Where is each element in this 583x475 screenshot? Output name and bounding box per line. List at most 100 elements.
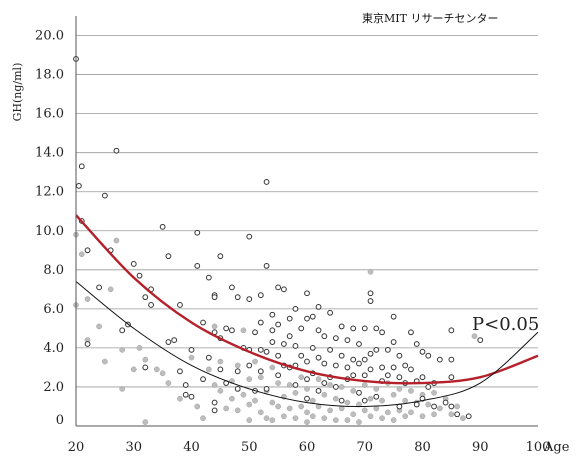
data-point-open [165,253,172,260]
source-label: 東京MIT リサーチセンター [362,11,498,25]
data-point-filled [246,417,253,423]
y-tick-label: 2.0 [43,380,64,395]
x-tick-label: 30 [125,440,142,455]
data-point-open [304,395,310,402]
data-point-filled [240,327,247,334]
data-point-open [390,313,397,320]
data-point-open [205,274,212,281]
data-point-filled [350,388,357,394]
data-point-open [136,272,143,279]
data-point-open [75,182,82,189]
data-point-open [275,321,282,328]
data-point-filled [229,395,235,402]
x-tick-label: 50 [241,440,258,455]
data-point-filled [321,415,328,422]
data-point-open [361,372,368,379]
data-point-open [286,333,293,340]
data-point-open [281,341,287,347]
data-point-filled [257,409,264,416]
trend-line-red [75,214,539,385]
data-point-open [263,179,270,185]
data-point-filled [367,395,374,402]
data-point-filled [379,415,385,422]
data-point-open [367,298,374,304]
data-point-open [356,389,362,396]
data-point-open [281,286,287,293]
data-point-filled [304,419,310,425]
data-point-open [477,337,484,343]
data-point-filled [408,388,414,394]
data-point-filled [402,413,409,420]
data-point-open [309,345,316,351]
data-point-open [159,223,166,230]
data-point-filled [286,405,293,412]
data-point-open [257,319,264,326]
data-point-open [332,362,339,369]
data-point-filled [234,407,241,414]
data-point-filled [217,358,224,365]
y-tick-label: 6.0 [43,302,64,317]
data-point-filled [454,403,460,410]
data-point-open [361,356,368,363]
data-point-filled [113,237,120,244]
data-point-open [182,382,189,388]
x-tick-label: 90 [472,440,489,455]
open-points [73,56,484,420]
y-tick-label: 8.0 [43,263,64,278]
data-point-filled [425,401,432,408]
data-point-filled [246,376,253,382]
data-point-open [188,346,195,353]
data-point-filled [361,407,368,414]
data-point-open [327,309,334,316]
data-point-open [390,339,397,345]
data-point-filled [373,386,380,392]
data-point-open [177,302,183,308]
x-axis-label: Age [543,440,570,455]
data-point-filled [211,382,218,388]
data-point-open [448,403,455,410]
data-point-open [275,352,282,359]
data-point-filled [385,409,391,416]
data-point-filled [240,391,247,398]
y-tick-label: 10.0 [35,224,64,239]
data-point-filled [275,380,281,386]
data-point-filled [84,296,91,302]
data-point-filled [327,382,333,388]
data-point-open [165,339,172,345]
data-point-filled [188,354,195,361]
data-point-open [217,366,224,373]
data-point-filled [142,356,149,363]
data-point-open [436,356,443,363]
data-point-filled [159,370,166,377]
data-point-open [408,329,414,336]
data-point-open [344,364,351,371]
data-point-open [419,374,426,381]
data-point-open [182,391,189,398]
x-tick-label: 80 [414,440,431,455]
data-point-open [269,339,276,345]
data-point-open [78,163,85,170]
data-point-filled [96,323,102,330]
y-tick-label: 16.0 [35,107,64,122]
data-point-open [332,384,339,390]
data-point-open [361,325,368,332]
data-point-open [246,296,253,302]
data-point-filled [298,403,305,410]
data-point-filled [78,251,85,258]
data-point-open [257,368,264,375]
data-point-open [448,327,455,334]
data-point-open [205,354,212,361]
data-point-filled [367,413,374,420]
data-point-filled [356,419,362,425]
data-point-open [275,372,282,379]
data-point-filled [344,417,351,423]
data-point-open [171,337,178,343]
data-point-open [177,368,183,375]
data-point-open [211,399,218,406]
data-point-open [257,292,264,299]
data-point-open [142,364,149,371]
y-axis-label: GH(ng/ml) [11,63,24,122]
data-point-filled [292,415,299,422]
data-point-filled [269,399,276,406]
